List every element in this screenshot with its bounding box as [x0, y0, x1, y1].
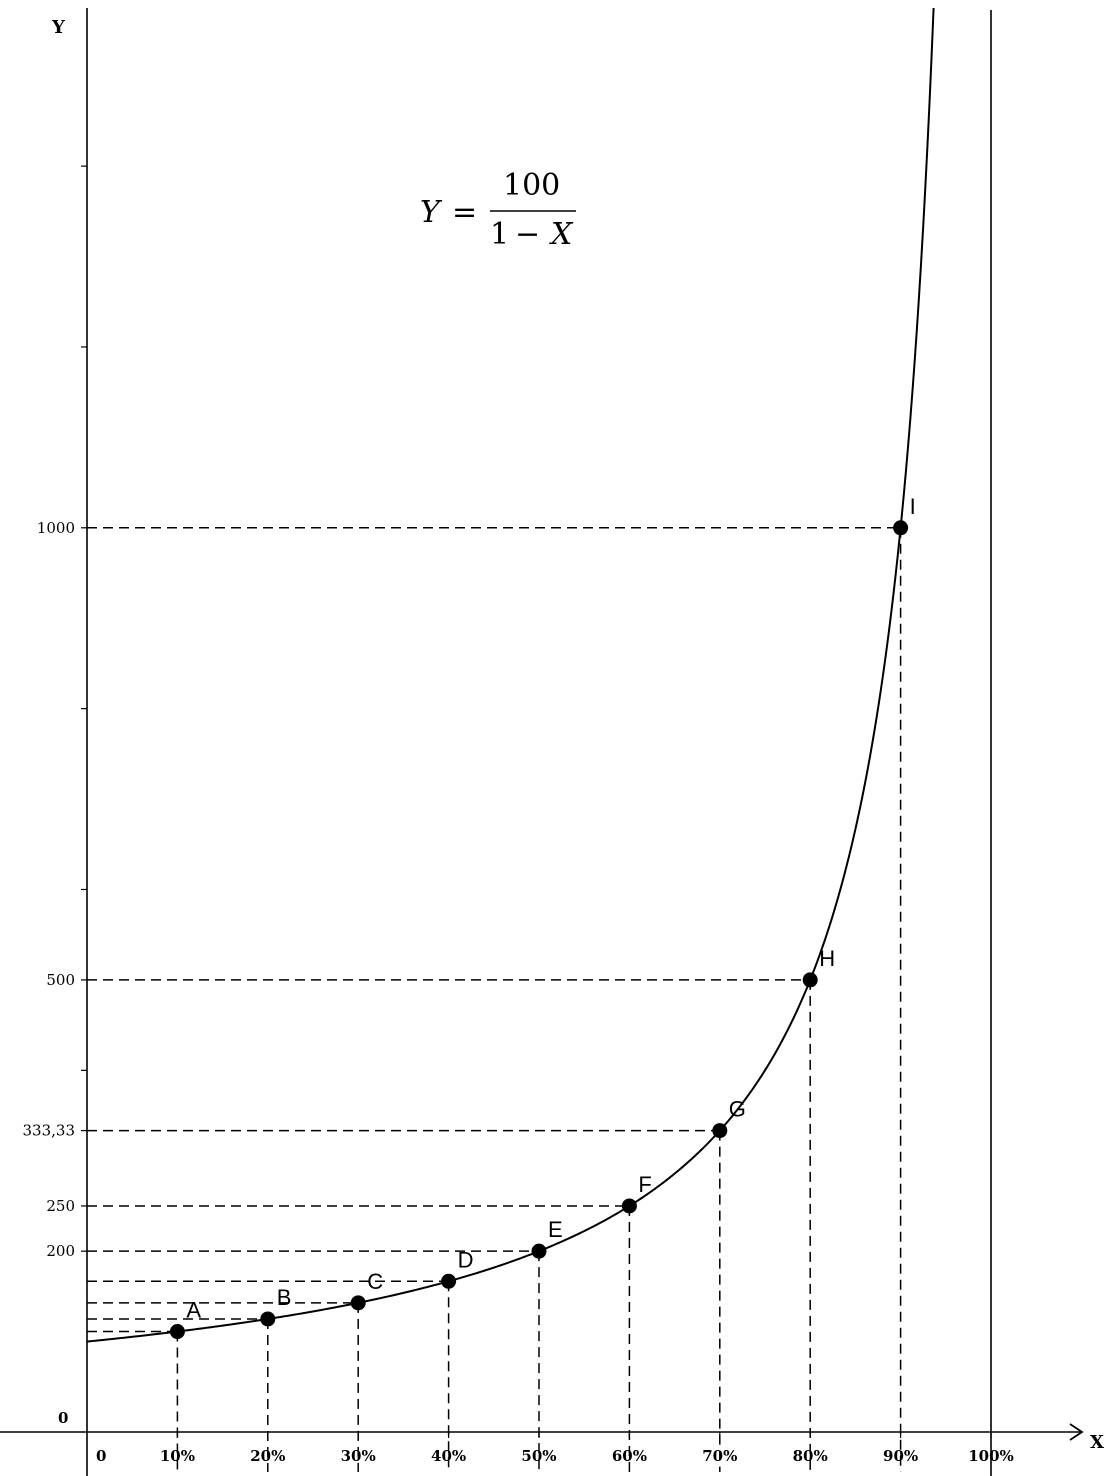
point-d: [441, 1273, 457, 1289]
y-tick-label: 1000: [37, 519, 75, 537]
point-label-c: C: [367, 1269, 383, 1294]
point-label-b: B: [277, 1285, 292, 1310]
point-f: [621, 1198, 637, 1214]
point-label-h: H: [819, 946, 835, 971]
axes: [0, 8, 1084, 1476]
formula: Y = 100 1 − X: [420, 168, 576, 252]
x-tick-label: 90%: [883, 1447, 918, 1465]
point-label-i: I: [910, 494, 916, 519]
formula-lhs: Y: [420, 195, 443, 230]
x-axis-arrow: [1069, 1423, 1084, 1441]
x-tick-label: 40%: [431, 1447, 466, 1465]
point-label-g: G: [729, 1097, 746, 1122]
x-tick-label: 60%: [612, 1447, 647, 1465]
point-b: [260, 1311, 276, 1327]
labels-group: 200 250 333,33 500 1000 10% 20% 30% 40% 50% 60% 70%…: [23, 494, 1014, 1465]
curve-group: [86, 7, 935, 1343]
points-group: [169, 520, 909, 1340]
y-axis-label: Y: [51, 17, 66, 38]
point-label-f: F: [638, 1172, 651, 1197]
curve-line: [86, 7, 935, 1343]
y-tick-label: 333,33: [23, 1122, 76, 1140]
x-tick-label: 100%: [968, 1447, 1014, 1465]
point-e: [531, 1243, 547, 1259]
x-tick-label: 70%: [702, 1447, 737, 1465]
point-i: [893, 520, 909, 536]
x-tick-label: 10%: [160, 1447, 195, 1465]
guide-lines: [87, 527, 902, 1472]
y-tick-label: 500: [46, 971, 75, 989]
point-g: [712, 1123, 728, 1139]
y-origin-label: 0: [58, 1409, 68, 1427]
formula-equals: =: [452, 195, 477, 230]
x-tick-label: 30%: [341, 1447, 376, 1465]
point-a: [169, 1324, 185, 1340]
point-label-a: A: [186, 1298, 201, 1323]
x-axis-label: X: [1090, 1432, 1104, 1453]
formula-minus: −: [515, 217, 540, 252]
x-tick-label: 20%: [250, 1447, 285, 1465]
x-origin-label: 0: [96, 1447, 106, 1465]
formula-numerator: 100: [503, 168, 560, 203]
point-label-e: E: [548, 1217, 563, 1242]
point-c: [350, 1295, 366, 1311]
point-label-d: D: [458, 1247, 474, 1272]
formula-denominator-const: 1: [490, 217, 509, 252]
y-tick-label: 200: [46, 1242, 75, 1260]
point-h: [802, 972, 818, 988]
x-tick-label: 50%: [521, 1447, 556, 1465]
formula-denominator-var: X: [549, 217, 574, 252]
x-tick-label: 80%: [793, 1447, 828, 1465]
y-tick-label: 250: [46, 1197, 75, 1215]
